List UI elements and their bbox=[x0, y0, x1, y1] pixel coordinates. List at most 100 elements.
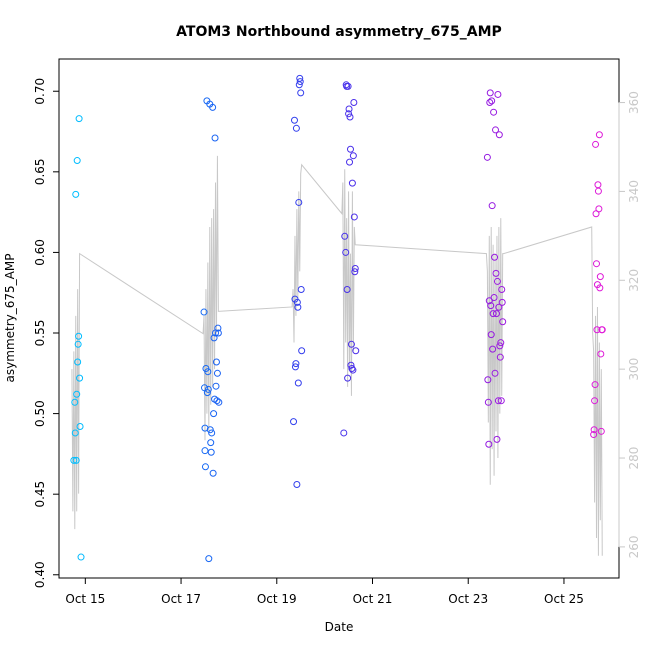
y-tick-label: 0.60 bbox=[33, 239, 47, 266]
data-point bbox=[201, 463, 209, 471]
data-point bbox=[341, 232, 349, 240]
data-point bbox=[350, 99, 358, 107]
y-axis: 0.40 0.45 0.50 0.55 0.60 0.65 0.70 bbox=[33, 78, 60, 588]
data-point bbox=[345, 110, 353, 118]
x-tick-label: Oct 23 bbox=[448, 592, 488, 606]
y-tick-label: 0.50 bbox=[33, 400, 47, 427]
data-point bbox=[204, 368, 212, 376]
right-tick-label: 340 bbox=[627, 180, 641, 203]
data-point bbox=[215, 398, 223, 406]
data-point bbox=[346, 158, 354, 166]
data-point bbox=[597, 427, 605, 435]
data-point bbox=[294, 379, 302, 387]
data-point bbox=[484, 398, 492, 406]
data-point bbox=[347, 340, 355, 348]
data-point bbox=[348, 364, 356, 372]
data-point bbox=[203, 389, 211, 397]
data-point bbox=[591, 397, 599, 405]
data-point bbox=[496, 342, 504, 350]
data-point bbox=[74, 340, 82, 348]
data-point bbox=[499, 318, 507, 326]
data-point bbox=[212, 358, 220, 366]
x-tick-label: Oct 25 bbox=[544, 592, 584, 606]
data-point bbox=[483, 153, 491, 161]
data-point bbox=[292, 124, 300, 132]
data-point bbox=[485, 297, 493, 305]
x-axis-label: Date bbox=[325, 620, 354, 634]
data-point bbox=[72, 456, 80, 464]
data-point bbox=[496, 353, 504, 361]
data-point bbox=[71, 429, 79, 437]
data-point bbox=[210, 410, 218, 418]
data-point bbox=[350, 213, 358, 221]
data-point bbox=[209, 469, 217, 477]
data-point bbox=[211, 134, 219, 142]
x-tick-label: Oct 15 bbox=[65, 592, 105, 606]
data-point bbox=[291, 363, 299, 371]
data-point bbox=[593, 326, 601, 334]
data-point bbox=[493, 435, 501, 443]
x-tick-label: Oct 21 bbox=[353, 592, 393, 606]
data-point bbox=[491, 369, 499, 377]
data-point bbox=[489, 310, 497, 318]
data-point bbox=[208, 429, 216, 437]
data-point bbox=[209, 103, 217, 111]
data-point bbox=[497, 397, 505, 405]
data-point bbox=[343, 285, 351, 293]
data-point bbox=[210, 334, 218, 342]
data-point bbox=[495, 131, 503, 139]
data-point bbox=[484, 376, 492, 384]
x-axis: Oct 15 Oct 17 Oct 19 Oct 21 Oct 23 Oct 25 bbox=[65, 577, 584, 606]
right-tick-label: 300 bbox=[627, 358, 641, 381]
data-point bbox=[488, 202, 496, 210]
right-tick-label: 320 bbox=[627, 269, 641, 292]
data-point bbox=[207, 448, 215, 456]
data-point bbox=[593, 260, 600, 268]
y-axis-label: asymmetry_675_AMP bbox=[3, 254, 17, 383]
data-point bbox=[344, 374, 352, 382]
data-point bbox=[596, 273, 604, 281]
data-point bbox=[351, 268, 359, 276]
data-point bbox=[590, 426, 598, 434]
data-point bbox=[485, 440, 493, 448]
data-point bbox=[348, 179, 356, 187]
data-point bbox=[491, 253, 499, 261]
data-point bbox=[214, 329, 222, 337]
data-point bbox=[213, 369, 221, 377]
data-point bbox=[487, 331, 495, 339]
data-point bbox=[494, 90, 502, 98]
data-point bbox=[73, 157, 81, 165]
data-point bbox=[201, 447, 209, 455]
data-point bbox=[293, 298, 301, 306]
data-point bbox=[205, 555, 213, 563]
data-point bbox=[598, 326, 606, 334]
data-point bbox=[344, 82, 352, 90]
data-point bbox=[596, 284, 604, 292]
data-point bbox=[297, 285, 305, 293]
data-point bbox=[498, 298, 506, 306]
data-point bbox=[498, 285, 506, 293]
data-point bbox=[590, 431, 598, 439]
x-tick-label: Oct 19 bbox=[257, 592, 297, 606]
right-tick-label: 360 bbox=[627, 91, 641, 114]
right-axis: 260 280 300 320 340 360 bbox=[618, 91, 641, 558]
data-point bbox=[293, 481, 301, 489]
data-point bbox=[493, 277, 501, 285]
data-point bbox=[595, 205, 603, 213]
data-point bbox=[290, 116, 298, 124]
data-point bbox=[204, 385, 212, 393]
data-point bbox=[595, 131, 603, 139]
data-point bbox=[298, 347, 306, 355]
data-point bbox=[494, 397, 502, 405]
data-point bbox=[487, 302, 495, 310]
data-point bbox=[486, 89, 494, 97]
data-point bbox=[492, 126, 500, 134]
data-point bbox=[591, 381, 599, 389]
y-tick-label: 0.70 bbox=[33, 78, 47, 105]
data-point bbox=[206, 426, 214, 434]
data-point bbox=[492, 269, 500, 277]
data-point bbox=[76, 374, 84, 382]
y-tick-label: 0.40 bbox=[33, 561, 47, 588]
data-point bbox=[597, 350, 605, 358]
